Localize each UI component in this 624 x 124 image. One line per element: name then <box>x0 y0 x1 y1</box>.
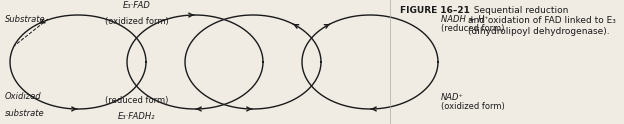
Text: NAD⁺: NAD⁺ <box>441 93 464 102</box>
Text: E₃·FADH₂: E₃·FADH₂ <box>118 112 155 121</box>
Text: substrate: substrate <box>5 109 45 118</box>
Text: Oxidized: Oxidized <box>5 92 42 101</box>
Text: Substrate: Substrate <box>5 15 46 24</box>
Text: FIGURE 16–21: FIGURE 16–21 <box>400 6 470 15</box>
Text: (oxidized form): (oxidized form) <box>441 103 505 111</box>
Text: (oxidized form): (oxidized form) <box>105 17 168 26</box>
Text: (reduced form): (reduced form) <box>105 96 168 105</box>
Text: (reduced form): (reduced form) <box>441 25 504 33</box>
Text: NADH + H⁺: NADH + H⁺ <box>441 15 489 24</box>
Text: E₃·FAD: E₃·FAD <box>122 1 150 10</box>
Text: Sequential reduction
and oxidation of FAD linked to E₃
(dihydrolipoyl dehydrogen: Sequential reduction and oxidation of FA… <box>468 6 616 36</box>
